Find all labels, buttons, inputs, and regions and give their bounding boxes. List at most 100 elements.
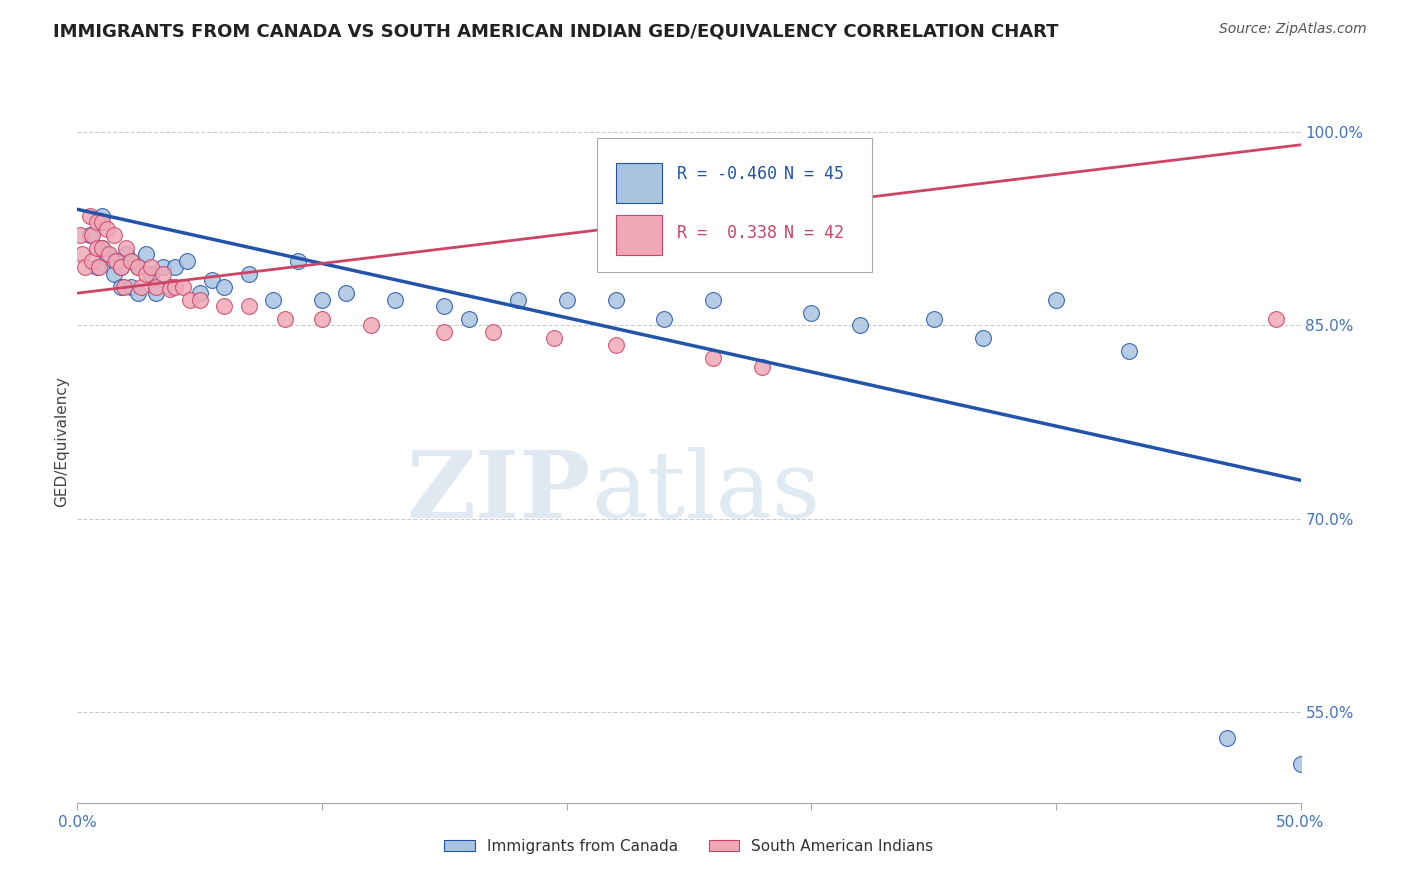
Point: [1265, 312, 1288, 326]
Point: [188, 293, 211, 307]
Point: [139, 260, 162, 275]
Point: [605, 293, 627, 307]
Point: [86, 241, 108, 255]
Point: [127, 260, 149, 275]
Point: [212, 279, 235, 293]
Point: [274, 312, 297, 326]
Point: [152, 260, 174, 275]
Point: [89, 260, 111, 275]
Point: [543, 331, 565, 345]
Point: [120, 253, 142, 268]
Point: [103, 228, 125, 243]
Point: [90, 215, 112, 229]
Point: [103, 253, 125, 268]
Point: [70, 247, 93, 261]
Point: [96, 221, 118, 235]
Point: [212, 299, 235, 313]
Text: atlas: atlas: [591, 447, 820, 537]
Point: [159, 282, 181, 296]
Text: N = 42: N = 42: [785, 225, 845, 243]
Point: [80, 228, 103, 243]
Point: [702, 351, 724, 365]
Point: [311, 293, 333, 307]
Point: [800, 305, 823, 319]
Point: [1289, 757, 1312, 772]
FancyBboxPatch shape: [598, 138, 873, 272]
Point: [172, 279, 194, 293]
Point: [127, 286, 149, 301]
Point: [922, 312, 945, 326]
Point: [145, 286, 167, 301]
Point: [972, 331, 994, 345]
Text: R =  0.338: R = 0.338: [676, 225, 776, 243]
Point: [1118, 344, 1140, 359]
Point: [103, 267, 125, 281]
Point: [86, 215, 108, 229]
Point: [86, 260, 108, 275]
Point: [201, 273, 224, 287]
Point: [849, 318, 872, 333]
Point: [120, 279, 142, 293]
Point: [433, 325, 456, 339]
Point: [90, 241, 112, 255]
Point: [110, 279, 132, 293]
Text: Source: ZipAtlas.com: Source: ZipAtlas.com: [1219, 22, 1367, 37]
Point: [98, 247, 121, 261]
Point: [135, 247, 157, 261]
Bar: [616, 215, 662, 255]
Point: [115, 241, 138, 255]
Point: [311, 312, 333, 326]
Point: [129, 279, 152, 293]
Point: [179, 293, 201, 307]
Point: [139, 267, 162, 281]
Text: R = -0.460: R = -0.460: [676, 165, 776, 183]
Y-axis label: GED/Equivalency: GED/Equivalency: [53, 376, 69, 507]
Point: [159, 279, 181, 293]
Point: [384, 293, 406, 307]
Point: [110, 260, 132, 275]
Point: [262, 293, 284, 307]
Point: [96, 247, 118, 261]
Bar: [616, 163, 662, 203]
Point: [165, 260, 187, 275]
Point: [73, 260, 96, 275]
Point: [238, 299, 260, 313]
Legend: Immigrants from Canada, South American Indians: Immigrants from Canada, South American I…: [439, 833, 939, 860]
Point: [105, 253, 128, 268]
Point: [145, 279, 167, 293]
Point: [605, 338, 627, 352]
Point: [360, 318, 382, 333]
Point: [1045, 293, 1067, 307]
Point: [176, 253, 198, 268]
Point: [433, 299, 456, 313]
Point: [80, 253, 103, 268]
Text: IMMIGRANTS FROM CANADA VS SOUTH AMERICAN INDIAN GED/EQUIVALENCY CORRELATION CHAR: IMMIGRANTS FROM CANADA VS SOUTH AMERICAN…: [53, 22, 1059, 40]
Point: [79, 228, 101, 243]
Point: [115, 247, 138, 261]
Point: [90, 241, 112, 255]
Point: [188, 286, 211, 301]
Point: [287, 253, 309, 268]
Point: [335, 286, 357, 301]
Point: [127, 260, 149, 275]
Point: [482, 325, 505, 339]
Point: [555, 293, 578, 307]
Point: [112, 279, 135, 293]
Point: [120, 253, 142, 268]
Point: [79, 209, 101, 223]
Point: [110, 260, 132, 275]
Point: [135, 267, 157, 281]
Point: [654, 312, 676, 326]
Point: [751, 359, 773, 374]
Text: ZIP: ZIP: [406, 447, 591, 537]
Point: [457, 312, 479, 326]
Point: [165, 279, 187, 293]
Point: [152, 267, 174, 281]
Point: [69, 228, 91, 243]
Text: N = 45: N = 45: [785, 165, 845, 183]
Point: [702, 293, 724, 307]
Point: [90, 209, 112, 223]
Point: [506, 293, 529, 307]
Point: [238, 267, 260, 281]
Point: [1216, 731, 1239, 746]
